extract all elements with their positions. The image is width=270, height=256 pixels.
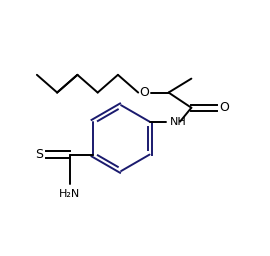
Text: NH: NH — [170, 117, 187, 127]
Text: S: S — [35, 148, 43, 161]
Text: O: O — [219, 101, 229, 114]
Text: H₂N: H₂N — [59, 189, 80, 199]
Text: O: O — [140, 86, 150, 99]
